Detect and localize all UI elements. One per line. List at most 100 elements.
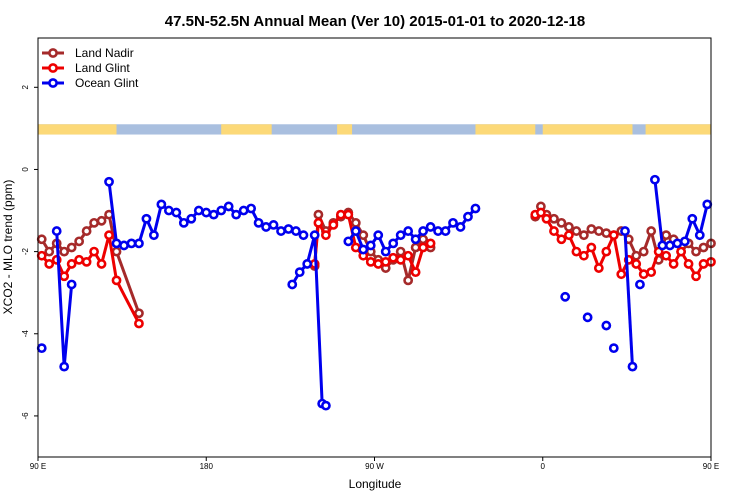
land-nadir-point <box>593 226 604 236</box>
land-glint-point <box>616 269 627 280</box>
land-nadir-point <box>313 209 324 220</box>
ocean-glint-point <box>320 400 331 411</box>
land-glint-point <box>313 217 324 228</box>
land-nadir-point <box>564 222 574 232</box>
land-glint-point <box>683 259 694 269</box>
land-glint-point <box>698 259 709 269</box>
ocean-glint-point <box>268 220 279 230</box>
land-glint-point <box>350 242 361 253</box>
land-nadir-point <box>646 226 657 236</box>
land-nadir-point <box>350 217 361 228</box>
land-segment <box>337 124 353 135</box>
land-glint-point <box>403 250 414 261</box>
ocean-glint-point <box>294 267 305 278</box>
land-nadir-point <box>661 230 672 241</box>
ocean-glint-point <box>694 230 705 241</box>
ocean-glint-point <box>309 230 320 241</box>
x-tick-label: 0 <box>541 462 546 471</box>
land-glint-point <box>638 269 649 280</box>
land-glint-point <box>373 259 384 269</box>
ocean-glint-point <box>186 213 197 224</box>
ocean-glint-point <box>657 240 668 251</box>
land-nadir-point <box>549 213 559 224</box>
ocean-glint-point <box>679 236 690 247</box>
ocean-glint-point <box>231 209 242 220</box>
ocean-glint-point <box>59 361 70 372</box>
y-axis-label: XCO2 - MLO trend (ppm) <box>1 180 15 315</box>
x-tick-label: 90 E <box>703 462 719 471</box>
land-nadir-point <box>556 217 567 228</box>
legend-swatch-point <box>48 48 58 58</box>
ocean-glint-point <box>635 279 645 290</box>
land-glint-point <box>343 209 354 220</box>
ocean-glint-point <box>664 240 675 251</box>
land-glint-point <box>44 259 55 269</box>
ocean-glint-point <box>201 207 212 218</box>
ocean-glint-point <box>156 199 167 210</box>
land-nadir-point <box>395 246 406 257</box>
land-glint-point <box>59 271 70 282</box>
y-tick-label: -4 <box>21 330 30 338</box>
ocean-glint-point <box>208 209 219 220</box>
land-glint-point <box>74 254 85 265</box>
ocean-glint-point <box>119 240 129 251</box>
land-nadir-point <box>418 234 429 245</box>
land-segment <box>221 124 272 135</box>
ocean-glint-point <box>141 213 152 224</box>
land-segment <box>38 124 117 135</box>
ocean-glint-point <box>418 226 429 236</box>
legend-swatch-point <box>48 63 58 73</box>
land-glint-point <box>388 252 399 263</box>
ocean-glint-point <box>343 236 354 247</box>
ocean-glint-point <box>687 213 698 224</box>
land-glint-point <box>418 242 429 253</box>
ocean-glint-point <box>702 199 713 210</box>
ocean-glint-point <box>560 291 571 302</box>
ocean-glint-point <box>302 259 313 269</box>
ocean-glint-point <box>627 361 638 372</box>
land-glint-point <box>365 256 376 267</box>
land-glint-point <box>66 259 77 269</box>
ocean-glint-point <box>440 226 451 236</box>
x-tick-label: 180 <box>200 462 214 471</box>
ocean-glint-line <box>623 230 634 367</box>
ocean-strip <box>38 124 711 135</box>
ocean-glint-point <box>380 246 391 257</box>
legend-label: Land Nadir <box>75 46 134 60</box>
ocean-glint-point <box>358 244 369 255</box>
land-glint-point <box>564 230 574 241</box>
land-nadir-point <box>571 226 582 236</box>
ocean-glint-point <box>410 234 421 245</box>
legend-label: Land Glint <box>75 61 130 75</box>
land-glint-point <box>571 246 582 257</box>
land-glint-point <box>535 207 546 218</box>
land-nadir-point <box>601 228 612 239</box>
land-nadir-point <box>66 242 77 253</box>
land-glint-point <box>608 230 619 241</box>
land-glint-point <box>601 246 612 257</box>
legend-label: Ocean Glint <box>75 76 139 90</box>
ocean-glint-point <box>163 205 174 216</box>
ocean-glint-point <box>216 205 227 216</box>
land-glint-point <box>425 238 436 249</box>
ocean-glint-point <box>238 205 249 216</box>
ocean-glint-point <box>388 238 399 249</box>
y-tick-label: 0 <box>21 167 30 172</box>
ocean-glint-point <box>261 222 271 232</box>
ocean-glint-point <box>608 343 619 354</box>
land-nadir-point <box>410 242 421 253</box>
land-glint-point <box>320 230 331 241</box>
ocean-glint-point <box>253 217 264 228</box>
land-nadir-point <box>96 215 107 226</box>
land-nadir-point <box>403 275 414 286</box>
land-glint-point <box>549 226 559 236</box>
land-glint-point <box>631 259 642 269</box>
ocean-glint-point <box>287 279 298 290</box>
ocean-glint-point <box>126 238 137 249</box>
land-nadir-point <box>631 250 642 261</box>
ocean-glint-point <box>672 238 683 249</box>
land-glint-point <box>541 213 552 224</box>
land-glint-point <box>96 259 107 269</box>
